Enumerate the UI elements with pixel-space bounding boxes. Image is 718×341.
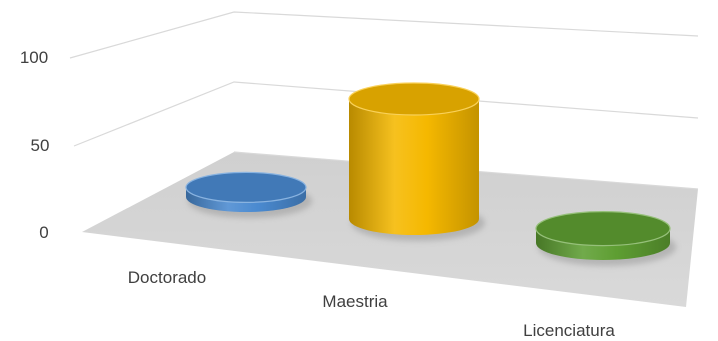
y-tick-label-100: 100: [20, 48, 48, 67]
gridline-50: [73, 81, 699, 147]
category-label-maestria: Maestria: [322, 292, 388, 311]
category-label-licenciatura: Licenciatura: [523, 321, 615, 340]
bar-licenciatura: [535, 211, 676, 266]
bar-top-licenciatura: [535, 211, 671, 247]
bar-top-maestria: [348, 82, 480, 116]
bar-body-maestria: [349, 99, 479, 235]
bar-top-doctorado: [185, 171, 307, 203]
y-tick-label-50: 50: [31, 136, 50, 155]
category-label-doctorado: Doctorado: [128, 268, 206, 287]
gridline-100: [69, 11, 699, 59]
y-tick-label-0: 0: [39, 223, 48, 242]
bar-doctorado: [185, 171, 312, 218]
bar-maestria: [348, 82, 485, 241]
